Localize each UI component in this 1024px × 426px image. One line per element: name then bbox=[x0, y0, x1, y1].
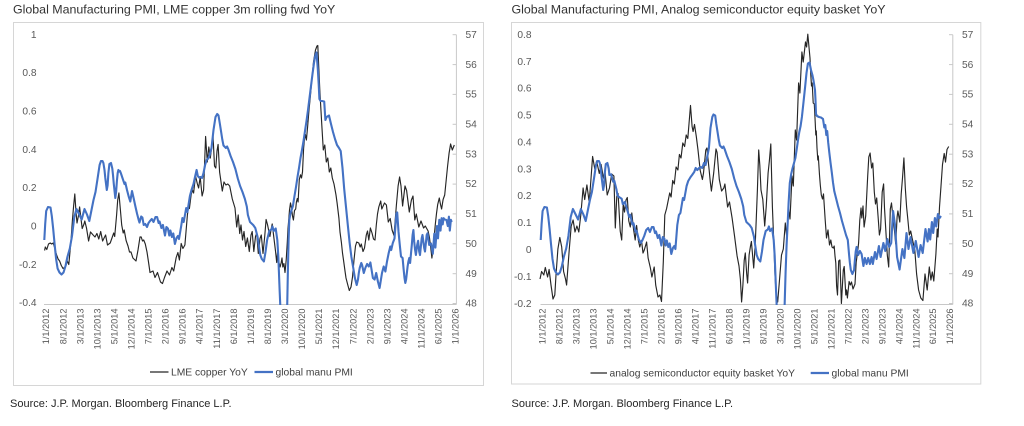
svg-text:0: 0 bbox=[526, 245, 532, 256]
svg-text:4/1/2024: 4/1/2024 bbox=[894, 309, 904, 345]
svg-text:50: 50 bbox=[466, 239, 478, 250]
svg-text:53: 53 bbox=[962, 149, 974, 160]
svg-text:0.7: 0.7 bbox=[517, 57, 531, 68]
svg-text:1/1/2019: 1/1/2019 bbox=[742, 309, 752, 345]
svg-text:3/1/2013: 3/1/2013 bbox=[75, 309, 85, 345]
svg-text:12/1/2014: 12/1/2014 bbox=[623, 309, 633, 350]
svg-text:57: 57 bbox=[466, 30, 478, 41]
svg-text:0.8: 0.8 bbox=[22, 68, 36, 79]
svg-text:2/1/2016: 2/1/2016 bbox=[657, 309, 667, 345]
svg-text:0.2: 0.2 bbox=[22, 183, 36, 194]
svg-text:1: 1 bbox=[31, 30, 37, 41]
svg-text:50: 50 bbox=[962, 239, 974, 250]
svg-text:54: 54 bbox=[962, 120, 974, 131]
svg-text:6/1/2025: 6/1/2025 bbox=[928, 309, 938, 345]
svg-text:56: 56 bbox=[962, 60, 974, 71]
svg-text:10/1/2013: 10/1/2013 bbox=[92, 309, 102, 350]
svg-text:10/1/2020: 10/1/2020 bbox=[792, 309, 802, 350]
svg-text:55: 55 bbox=[466, 90, 478, 101]
svg-text:10/1/2013: 10/1/2013 bbox=[589, 309, 599, 350]
svg-text:4/1/2024: 4/1/2024 bbox=[400, 309, 410, 345]
svg-text:11/1/2024: 11/1/2024 bbox=[417, 309, 427, 349]
svg-text:0.1: 0.1 bbox=[517, 218, 531, 229]
svg-text:0.8: 0.8 bbox=[517, 30, 531, 41]
svg-text:6/1/2018: 6/1/2018 bbox=[725, 309, 735, 345]
svg-text:9/1/2023: 9/1/2023 bbox=[877, 309, 887, 345]
svg-text:9/1/2016: 9/1/2016 bbox=[674, 309, 684, 345]
svg-text:Source: J.P. Morgan. Bloomberg: Source: J.P. Morgan. Bloomberg Finance L… bbox=[10, 398, 232, 410]
svg-text:57: 57 bbox=[962, 30, 974, 41]
svg-text:52: 52 bbox=[962, 179, 974, 190]
svg-text:9/1/2016: 9/1/2016 bbox=[178, 309, 188, 345]
svg-text:-0.2: -0.2 bbox=[514, 299, 532, 310]
svg-text:7/1/2015: 7/1/2015 bbox=[640, 309, 650, 345]
svg-text:1/1/2012: 1/1/2012 bbox=[41, 309, 51, 345]
svg-text:5/1/2014: 5/1/2014 bbox=[109, 309, 119, 345]
svg-text:3/1/2013: 3/1/2013 bbox=[572, 309, 582, 345]
svg-text:11/1/2024: 11/1/2024 bbox=[911, 309, 921, 349]
svg-text:12/1/2021: 12/1/2021 bbox=[826, 309, 836, 350]
svg-text:49: 49 bbox=[962, 269, 974, 280]
svg-text:Global Manufacturing PMI, Anal: Global Manufacturing PMI, Analog semicon… bbox=[512, 3, 886, 17]
svg-text:LME copper YoY: LME copper YoY bbox=[171, 367, 248, 378]
svg-text:0.6: 0.6 bbox=[517, 84, 531, 95]
svg-text:48: 48 bbox=[962, 299, 974, 310]
svg-text:0.5: 0.5 bbox=[517, 111, 531, 122]
svg-text:1/1/2026: 1/1/2026 bbox=[945, 309, 955, 345]
svg-text:48: 48 bbox=[466, 299, 478, 310]
svg-text:6/1/2025: 6/1/2025 bbox=[434, 309, 444, 345]
svg-text:0.2: 0.2 bbox=[517, 191, 531, 202]
svg-text:12/1/2014: 12/1/2014 bbox=[127, 309, 137, 350]
svg-text:0.6: 0.6 bbox=[22, 107, 36, 118]
svg-text:1/1/2026: 1/1/2026 bbox=[451, 309, 461, 345]
svg-text:1/1/2012: 1/1/2012 bbox=[538, 309, 548, 345]
svg-text:5/1/2014: 5/1/2014 bbox=[606, 309, 616, 345]
svg-text:global manu PMI: global manu PMI bbox=[276, 367, 353, 378]
svg-text:51: 51 bbox=[466, 209, 478, 220]
svg-text:0.4: 0.4 bbox=[517, 138, 531, 149]
svg-text:8/1/2019: 8/1/2019 bbox=[758, 309, 768, 345]
svg-text:-0.4: -0.4 bbox=[19, 298, 37, 309]
svg-text:3/1/2020: 3/1/2020 bbox=[280, 309, 290, 345]
svg-text:3/1/2020: 3/1/2020 bbox=[775, 309, 785, 345]
svg-text:4/1/2017: 4/1/2017 bbox=[195, 309, 205, 345]
svg-text:0: 0 bbox=[31, 222, 37, 233]
svg-text:49: 49 bbox=[466, 269, 478, 280]
svg-text:8/1/2012: 8/1/2012 bbox=[555, 309, 565, 345]
svg-text:5/1/2021: 5/1/2021 bbox=[809, 309, 819, 345]
svg-text:6/1/2018: 6/1/2018 bbox=[229, 309, 239, 345]
svg-text:7/1/2015: 7/1/2015 bbox=[144, 309, 154, 345]
svg-text:56: 56 bbox=[466, 60, 478, 71]
svg-text:5/1/2021: 5/1/2021 bbox=[314, 309, 324, 345]
svg-text:analog semiconductor equity ba: analog semiconductor equity basket YoY bbox=[610, 368, 796, 379]
svg-text:7/1/2022: 7/1/2022 bbox=[348, 309, 358, 345]
svg-text:0.3: 0.3 bbox=[517, 164, 531, 175]
svg-text:52: 52 bbox=[466, 179, 478, 190]
svg-text:51: 51 bbox=[962, 209, 974, 220]
svg-text:7/1/2022: 7/1/2022 bbox=[843, 309, 853, 345]
svg-text:1/1/2019: 1/1/2019 bbox=[246, 309, 256, 345]
svg-text:4/1/2017: 4/1/2017 bbox=[691, 309, 701, 345]
svg-text:9/1/2023: 9/1/2023 bbox=[382, 309, 392, 345]
svg-text:8/1/2019: 8/1/2019 bbox=[263, 309, 273, 345]
svg-text:55: 55 bbox=[962, 90, 974, 101]
svg-text:10/1/2020: 10/1/2020 bbox=[297, 309, 307, 350]
svg-text:11/1/2017: 11/1/2017 bbox=[212, 309, 222, 349]
svg-text:global manu PMI: global manu PMI bbox=[832, 368, 909, 379]
svg-text:53: 53 bbox=[466, 149, 478, 160]
svg-text:8/1/2012: 8/1/2012 bbox=[58, 309, 68, 345]
svg-text:-0.2: -0.2 bbox=[19, 260, 37, 271]
svg-text:54: 54 bbox=[466, 120, 478, 131]
svg-text:2/1/2023: 2/1/2023 bbox=[860, 309, 870, 345]
svg-text:12/1/2021: 12/1/2021 bbox=[331, 309, 341, 350]
svg-text:2/1/2016: 2/1/2016 bbox=[161, 309, 171, 345]
svg-text:0.4: 0.4 bbox=[22, 145, 36, 156]
svg-text:-0.1: -0.1 bbox=[514, 272, 532, 283]
svg-text:Global Manufacturing PMI, LME: Global Manufacturing PMI, LME copper 3m … bbox=[13, 3, 335, 17]
svg-text:2/1/2023: 2/1/2023 bbox=[365, 309, 375, 345]
svg-text:Source: J.P. Morgan. Bloomberg: Source: J.P. Morgan. Bloomberg Finance L… bbox=[512, 398, 734, 410]
svg-text:11/1/2017: 11/1/2017 bbox=[708, 309, 718, 349]
